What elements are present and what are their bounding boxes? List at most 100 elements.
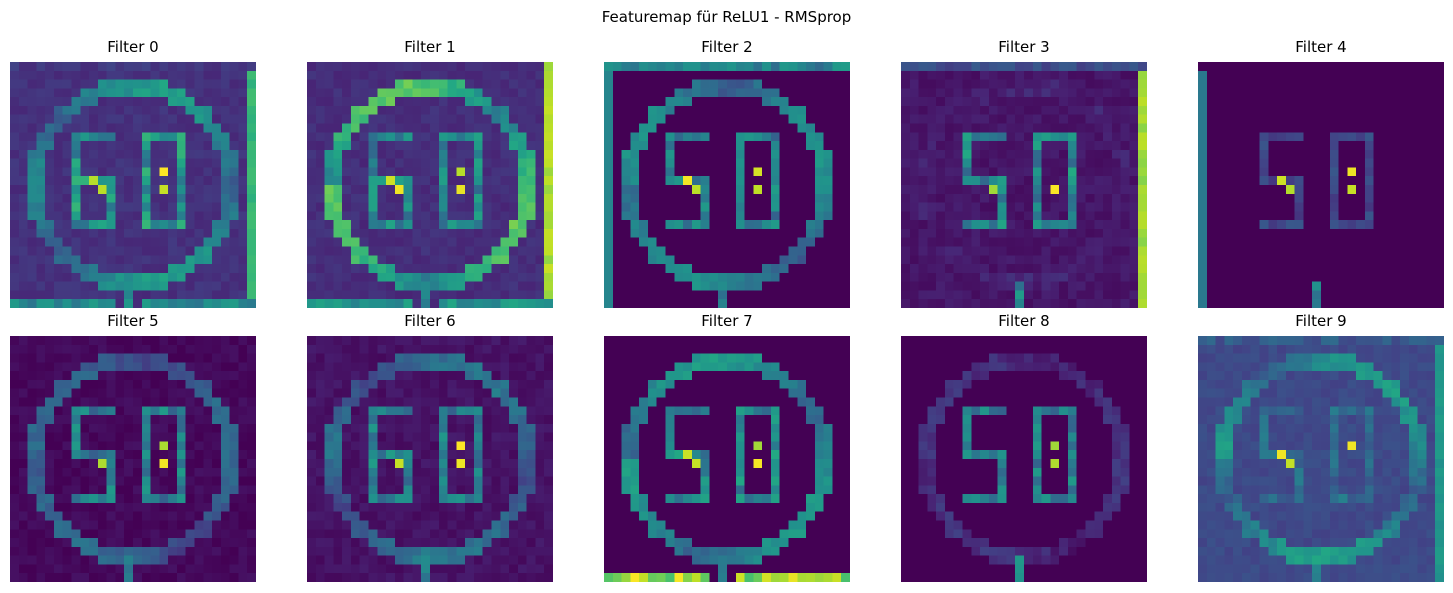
heatmap-cell	[194, 62, 204, 72]
heatmap-cell	[1041, 176, 1051, 186]
heatmap-cell	[18, 423, 28, 433]
heatmap-cell	[1198, 264, 1208, 274]
heatmap-cell	[1400, 228, 1410, 239]
heatmap-cell	[133, 149, 143, 159]
heatmap-cell	[229, 441, 239, 451]
heatmap-cell	[1120, 149, 1130, 159]
heatmap-cell	[621, 290, 631, 300]
heatmap-cell	[971, 132, 981, 142]
heatmap-cell	[368, 406, 378, 416]
heatmap-cell	[753, 281, 763, 291]
heatmap-cell	[412, 344, 422, 354]
heatmap-cell	[168, 476, 178, 486]
heatmap-cell	[342, 371, 352, 381]
heatmap-cell	[971, 237, 981, 247]
heatmap-cell	[1015, 202, 1025, 212]
heatmap-cell	[1321, 255, 1331, 265]
heatmap-cell	[176, 299, 187, 308]
heatmap-cell	[1111, 299, 1121, 308]
heatmap-cell	[141, 555, 151, 565]
heatmap-cell	[735, 281, 745, 291]
heatmap-cell	[1233, 220, 1243, 230]
heatmap-cell	[1400, 132, 1410, 142]
heatmap-cell	[1015, 158, 1025, 168]
heatmap-cell	[1303, 88, 1313, 98]
heatmap-cell	[1067, 70, 1078, 80]
heatmap-cell	[412, 362, 422, 372]
heatmap-cell	[639, 132, 649, 142]
heatmap-cell	[412, 123, 422, 133]
heatmap-cell	[997, 220, 1007, 230]
heatmap-cell	[89, 336, 99, 346]
heatmap-cell	[1285, 185, 1295, 195]
heatmap-panel: Filter 0	[10, 38, 256, 308]
heatmap-cell	[918, 88, 928, 98]
heatmap-cell	[971, 79, 981, 89]
heatmap-cell	[1206, 79, 1216, 89]
heatmap-cell	[1076, 79, 1086, 89]
heatmap-cell	[247, 432, 256, 442]
heatmap-cell	[350, 336, 361, 346]
heatmap-cell	[1241, 158, 1252, 168]
heatmap-cell	[544, 353, 553, 363]
heatmap-cell	[1364, 228, 1375, 239]
heatmap-cell	[394, 255, 404, 265]
heatmap-cell	[62, 546, 72, 556]
heatmap-cell	[194, 555, 204, 565]
heatmap-cell	[212, 141, 222, 151]
heatmap-cell	[1338, 167, 1348, 177]
heatmap-cell	[212, 362, 222, 372]
heatmap-cell	[394, 272, 404, 282]
heatmap-cell	[124, 290, 134, 300]
heatmap-cell	[394, 397, 404, 407]
heatmap-cell	[1206, 193, 1216, 203]
heatmap-cell	[517, 158, 527, 168]
heatmap-cell	[1006, 272, 1016, 282]
heatmap-cell	[1356, 228, 1366, 239]
heatmap-cell	[238, 202, 248, 212]
heatmap-cell	[421, 132, 431, 142]
heatmap-cell	[89, 538, 99, 548]
heatmap-cell	[386, 344, 396, 354]
heatmap-cell	[918, 281, 928, 291]
heatmap-cell	[159, 362, 169, 372]
heatmap-cell	[1408, 62, 1418, 72]
heatmap-cell	[1006, 185, 1016, 195]
heatmap-cell	[229, 353, 239, 363]
heatmap-cell	[106, 397, 116, 407]
heatmap-cell	[53, 353, 64, 363]
heatmap-cell	[465, 237, 475, 247]
heatmap-cell	[1356, 123, 1366, 133]
heatmap-cell	[159, 529, 169, 539]
heatmap-cell	[456, 388, 466, 398]
heatmap-cell	[185, 62, 195, 72]
heatmap-cell	[1321, 132, 1331, 142]
heatmap-cell	[18, 511, 28, 521]
heatmap-cell	[106, 371, 116, 381]
heatmap-cell	[665, 62, 675, 72]
heatmap-cell	[1032, 79, 1042, 89]
heatmap-cell	[1215, 228, 1225, 239]
heatmap-cell	[1129, 123, 1139, 133]
heatmap-cell	[1076, 220, 1086, 230]
heatmap-cell	[176, 123, 187, 133]
heatmap-cell	[465, 114, 475, 124]
heatmap-cell	[307, 336, 317, 346]
heatmap-cell	[806, 149, 816, 159]
heatmap-cell	[194, 237, 204, 247]
heatmap-cell	[124, 406, 134, 416]
heatmap-cell	[18, 573, 28, 582]
heatmap-cell	[526, 79, 536, 89]
heatmap-cell	[1417, 237, 1427, 247]
heatmap-cell	[544, 272, 553, 282]
heatmap-cell	[368, 264, 378, 274]
heatmap-cell	[324, 149, 334, 159]
heatmap-cell	[656, 193, 666, 203]
heatmap-cell	[412, 176, 422, 186]
heatmap-cell	[612, 202, 622, 212]
heatmap-cell	[1015, 167, 1025, 177]
heatmap-cell	[333, 220, 343, 230]
heatmap-cell	[203, 362, 213, 372]
heatmap-cell	[909, 149, 919, 159]
heatmap-cell	[473, 220, 484, 230]
